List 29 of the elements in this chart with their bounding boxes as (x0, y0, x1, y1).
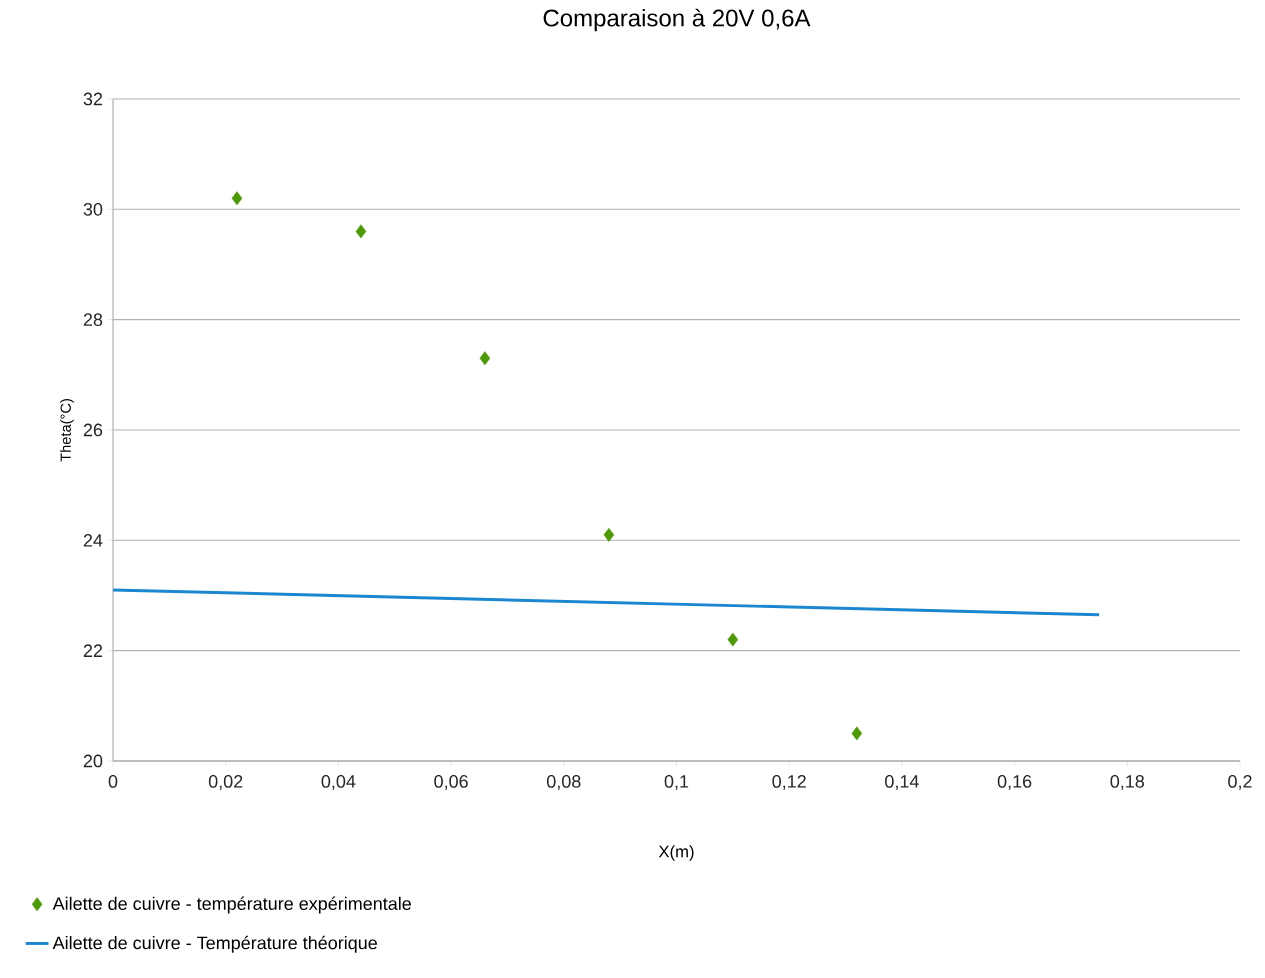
y-tick-label: 26 (83, 423, 103, 437)
x-tick-label: 0,1 (664, 775, 689, 790)
x-tick-label: 0,2 (1228, 775, 1252, 790)
chart-title: Comparaison à 20V 0,6A (543, 8, 811, 32)
x-tick-label: 0,02 (208, 775, 243, 790)
legend-label: Ailette de cuivre - Température théorique (52, 935, 377, 953)
x-tick-label: 0,08 (547, 775, 581, 790)
point (231, 191, 243, 206)
x-tick-label: 0,04 (321, 775, 356, 790)
point (355, 224, 367, 239)
y-tick-label: 20 (83, 754, 103, 768)
x-tick-label: 0,14 (885, 775, 919, 790)
x-tick-label: 0,18 (1110, 775, 1145, 790)
y-tick-label: 32 (83, 92, 103, 106)
point (479, 351, 491, 366)
y-axis-title: Theta(°C) (60, 399, 74, 462)
y-tick-label: 22 (83, 644, 103, 657)
x-tick-label: 0,06 (434, 775, 468, 790)
x-tick-label: 0,16 (997, 775, 1032, 790)
legend-label: Ailette de cuivre - température expérimentale (52, 896, 411, 914)
point (603, 527, 615, 542)
y-tick-label: 24 (83, 534, 103, 547)
point (851, 726, 863, 741)
x-tick-label: 0 (108, 775, 118, 788)
x-tick-label: 0,12 (772, 775, 806, 790)
y-tick-label: 30 (83, 202, 103, 216)
point (727, 632, 739, 647)
y-tick-label: 28 (83, 313, 103, 327)
x-axis-title: X(m) (658, 845, 694, 861)
